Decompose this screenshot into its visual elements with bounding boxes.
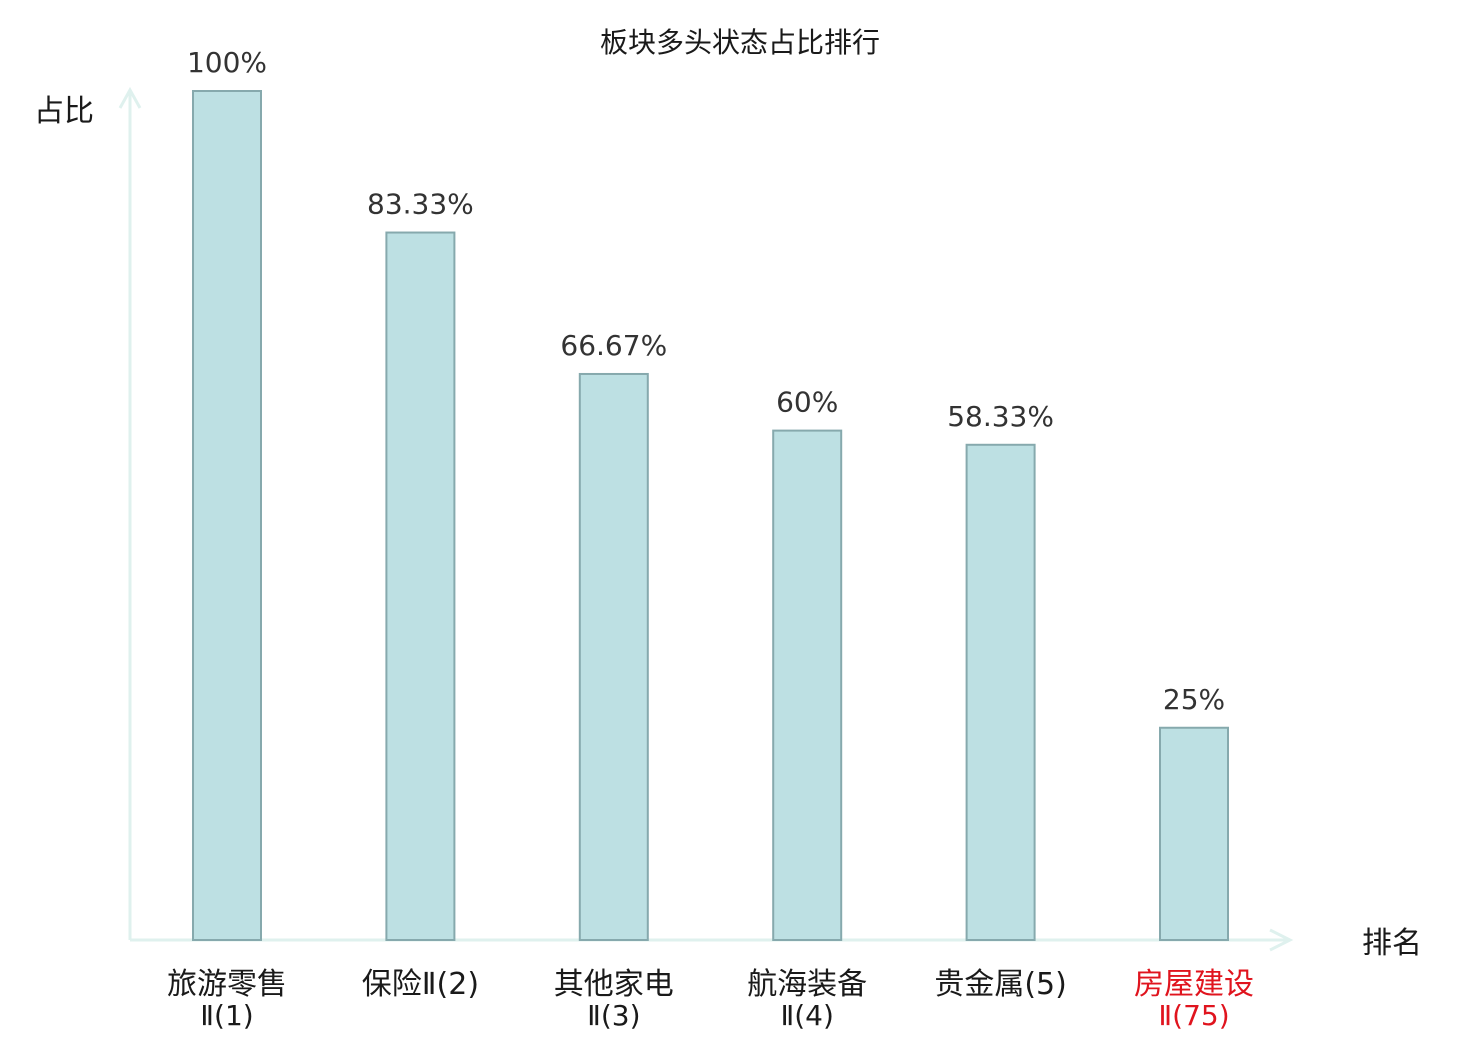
category-label: 其他家电 xyxy=(554,967,674,1002)
category-label: 旅游零售 xyxy=(167,967,287,1002)
chart-title: 板块多头状态占比排行 xyxy=(600,26,880,59)
y-axis-arrow xyxy=(118,86,142,109)
bar xyxy=(1159,726,1229,941)
axes xyxy=(118,86,1294,952)
category-sublabel: Ⅱ(4) xyxy=(780,999,833,1032)
bar xyxy=(578,372,649,942)
x-axis-label: 排名 xyxy=(1362,926,1422,961)
category-sublabel: Ⅱ(1) xyxy=(200,999,253,1032)
value-label: 25% xyxy=(1163,683,1225,716)
category-sublabel: Ⅱ(75) xyxy=(1158,999,1229,1032)
bars xyxy=(192,90,1229,942)
value-label: 66.67% xyxy=(560,329,667,362)
value-label: 60% xyxy=(776,386,838,419)
value-label: 100% xyxy=(187,46,267,79)
bar xyxy=(192,90,262,941)
category-label: 贵金属(5) xyxy=(934,967,1067,1002)
value-label: 58.33% xyxy=(947,400,1054,433)
bar xyxy=(385,231,456,941)
category-sublabel: Ⅱ(3) xyxy=(587,999,640,1032)
category-label: 房屋建设 xyxy=(1134,967,1254,1002)
y-axis-label: 占比 xyxy=(34,94,94,129)
value-label: 83.33% xyxy=(367,188,474,221)
bar xyxy=(772,429,843,941)
x-axis-arrow xyxy=(1269,928,1294,952)
value-labels: 100% 83.33% 66.67% 60% 58.33% 25% xyxy=(187,46,1225,716)
category-label: 保险Ⅱ(2) xyxy=(362,967,479,1002)
category-label: 航海装备 xyxy=(747,967,867,1002)
bar xyxy=(965,443,1036,941)
